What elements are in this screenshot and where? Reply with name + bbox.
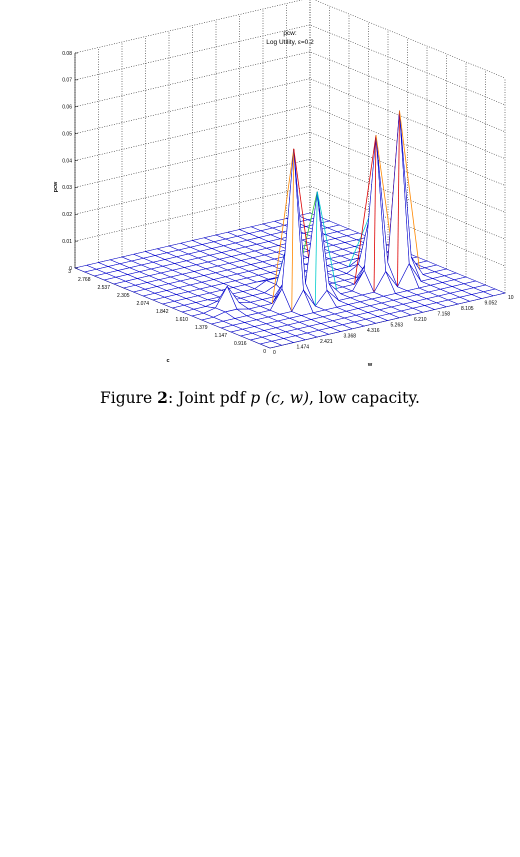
surface-ridge-line (291, 148, 295, 312)
z-tick-label: 0.08 (62, 51, 72, 57)
plot-title-line-1: pcw: (283, 30, 297, 37)
z-tick-label: 0.04 (62, 158, 72, 164)
c-axis-label: c (166, 358, 169, 364)
w-tick-label: 3.368 (344, 334, 357, 340)
z-tick-label: 0 (69, 266, 72, 272)
z-axis-label: pcw (53, 181, 59, 192)
figure-caption: Figure 2: Joint pdf p (c, w), low capaci… (0, 388, 520, 407)
caption-text-before: : Joint pdf (167, 389, 251, 407)
c-tick-label: 2.537 (97, 285, 110, 291)
surface-ridge-line (354, 134, 377, 285)
plot-title-line-2: Log Utility, ε=0.2 (266, 39, 314, 46)
c-tick-label: 0.916 (234, 341, 247, 347)
w-tick-label: 9.052 (485, 301, 498, 307)
surface-plot: 0 0.01 0.02 0.03 0.04 0.05 0.06 0.07 0.08 3 2.768 2… (53, 0, 514, 368)
surface-ridge-line (397, 110, 400, 287)
caption-prefix: Figure (100, 389, 158, 407)
axis-ticks: 0 0.01 0.02 0.03 0.04 0.05 0.06 0.07 0.08 3 2.768 2… (62, 51, 514, 356)
wall-gridline (74, 158, 506, 240)
wall-gridline (74, 185, 506, 267)
c-tick-label: 2.768 (78, 277, 91, 283)
surface-face (482, 288, 506, 297)
z-tick-label: 0.05 (62, 131, 72, 137)
caption-math: p (c, w) (250, 389, 310, 407)
z-tick-label: 0.01 (62, 239, 72, 245)
wall-gridline (74, 0, 506, 79)
c-tick-label: 2.074 (136, 301, 149, 307)
z-tick-label: 0.02 (62, 212, 72, 218)
z-tick-label: 0.03 (62, 185, 72, 191)
z-tick-label: 0.07 (62, 78, 72, 84)
c-tick-label: 1.147 (214, 333, 227, 339)
c-tick-label: 3 (68, 269, 71, 275)
wall-gridline (74, 51, 506, 132)
w-tick-label: 0 (273, 350, 276, 356)
w-tick-label: 1.474 (297, 345, 310, 351)
surface-ridge-line (373, 134, 377, 293)
c-tick-label: 2.305 (117, 293, 130, 299)
w-tick-label: 10 (508, 295, 514, 301)
wall-gridline (74, 24, 506, 106)
z-tick-label: 0.06 (62, 105, 72, 111)
c-tick-label: 1.842 (156, 309, 169, 315)
w-tick-label: 2.421 (320, 339, 333, 345)
c-tick-label: 0 (263, 349, 266, 355)
w-tick-label: 4.316 (367, 328, 380, 334)
surface-ridge-line (271, 148, 295, 304)
surface-ridge-line (348, 214, 371, 267)
wall-gridline (74, 78, 506, 159)
w-tick-label: 5.263 (391, 323, 404, 329)
surface-ridge-line (399, 110, 422, 282)
surface-mesh (74, 110, 506, 349)
wall-gridline (74, 105, 506, 186)
surface-ridge-line (314, 191, 318, 307)
w-tick-label: 6.210 (414, 317, 427, 323)
caption-text-after: , low capacity. (309, 389, 420, 407)
surface-ridge-line (316, 191, 340, 301)
c-tick-label: 1.610 (175, 317, 188, 323)
caption-number: 2 (157, 388, 168, 407)
wall-gridline (74, 132, 506, 213)
c-tick-label: 1.379 (195, 325, 208, 331)
w-tick-label: 8.105 (461, 306, 474, 312)
w-axis-label: w (367, 362, 373, 368)
w-tick-label: 7.158 (438, 312, 451, 318)
